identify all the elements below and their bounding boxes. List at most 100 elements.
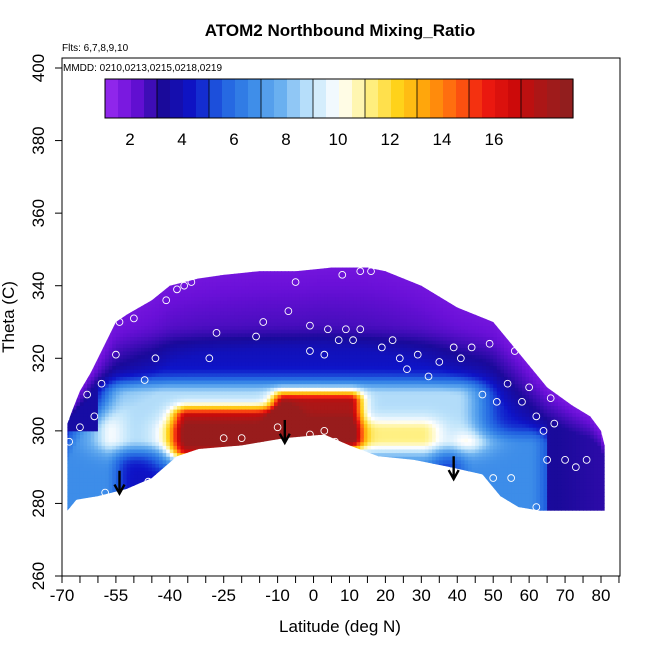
heat-cell [173,452,178,457]
heat-cell [309,282,315,287]
heat-cell [241,292,246,298]
heat-cell [266,282,271,287]
heat-cell [256,430,261,435]
heat-cell [309,401,315,406]
heat-cell [353,361,358,367]
heat-cell [238,300,243,305]
heat-cell [198,401,203,406]
heat-cell [234,347,239,352]
heat-cell [396,383,401,388]
heat-cell [90,423,95,428]
heat-cell [187,401,192,406]
heat-cell [115,369,120,374]
heat-cell [288,434,293,439]
heat-cell [173,387,178,392]
heat-cell [94,416,99,421]
heat-cell [367,412,372,417]
heat-cell [205,329,210,334]
heat-cell [345,398,350,403]
heat-cell [115,351,120,356]
heat-cell [108,332,113,338]
heat-cell [155,300,160,305]
heat-cell [191,441,196,446]
heat-cell [209,419,214,425]
heat-cell [162,401,167,406]
heat-cell [119,347,124,352]
heat-cell [345,372,350,377]
heat-cell [248,354,253,359]
heat-cell [67,499,70,504]
heat-cell [291,332,297,338]
heat-cell [342,325,347,330]
heat-cell [169,380,174,385]
heat-cell [220,361,225,367]
heat-cell [396,325,401,330]
heat-cell [263,383,268,388]
heat-cell [277,409,282,414]
heat-cell [230,351,235,356]
heat-cell [327,322,332,327]
heat-cell [212,365,218,370]
heat-cell [266,300,271,305]
heat-cell [130,401,135,406]
heat-cell [371,445,376,450]
heat-cell [263,380,268,385]
heat-cell [69,492,74,497]
heat-cell [137,322,142,327]
heat-cell [302,332,307,338]
heat-cell [151,343,156,348]
heat-cell [166,340,171,345]
heat-cell [220,336,225,341]
heat-cell [353,427,358,432]
heat-cell [353,369,358,374]
heat-cell [331,340,336,345]
heat-cell [256,347,261,352]
heat-cell [212,419,218,425]
heat-cell [162,409,167,414]
heat-cell [238,361,243,367]
heat-cell [295,409,300,414]
heat-cell [353,322,358,327]
heat-cell [288,387,293,392]
heat-cell [378,419,383,425]
heat-cell [320,325,325,330]
heat-cell [266,336,271,341]
heat-cell [295,416,300,421]
heat-cell [353,267,358,272]
heat-cell [83,405,88,410]
heat-cell [385,434,390,439]
heat-cell [151,456,156,461]
heat-cell [69,412,74,417]
heat-cell [115,343,120,348]
heat-cell [105,467,110,472]
heat-cell [327,303,332,308]
heat-cell [371,278,376,283]
heat-cell [230,416,235,421]
heat-cell [263,292,268,298]
heat-cell [266,322,271,327]
heat-cell [381,361,386,367]
heat-cell [130,318,135,323]
heat-cell [69,481,74,486]
heat-cell [371,398,376,403]
heat-cell [288,405,293,410]
heat-cell [371,383,376,388]
heat-cell [72,481,77,486]
heat-cell [349,336,354,341]
heat-cell [230,325,235,330]
heat-cell [105,361,110,367]
heat-cell [317,300,322,305]
heat-cell [216,369,221,374]
heat-cell [133,376,138,381]
heat-cell [374,419,379,425]
heat-cell [256,336,261,341]
heat-cell [406,322,412,327]
heat-cell [137,467,142,472]
heat-cell [259,401,264,406]
heat-cell [424,430,430,435]
heat-cell [338,438,343,443]
heat-cell [101,394,106,399]
heat-cell [345,354,350,359]
heat-cell [313,267,318,272]
heat-cell [79,452,85,457]
